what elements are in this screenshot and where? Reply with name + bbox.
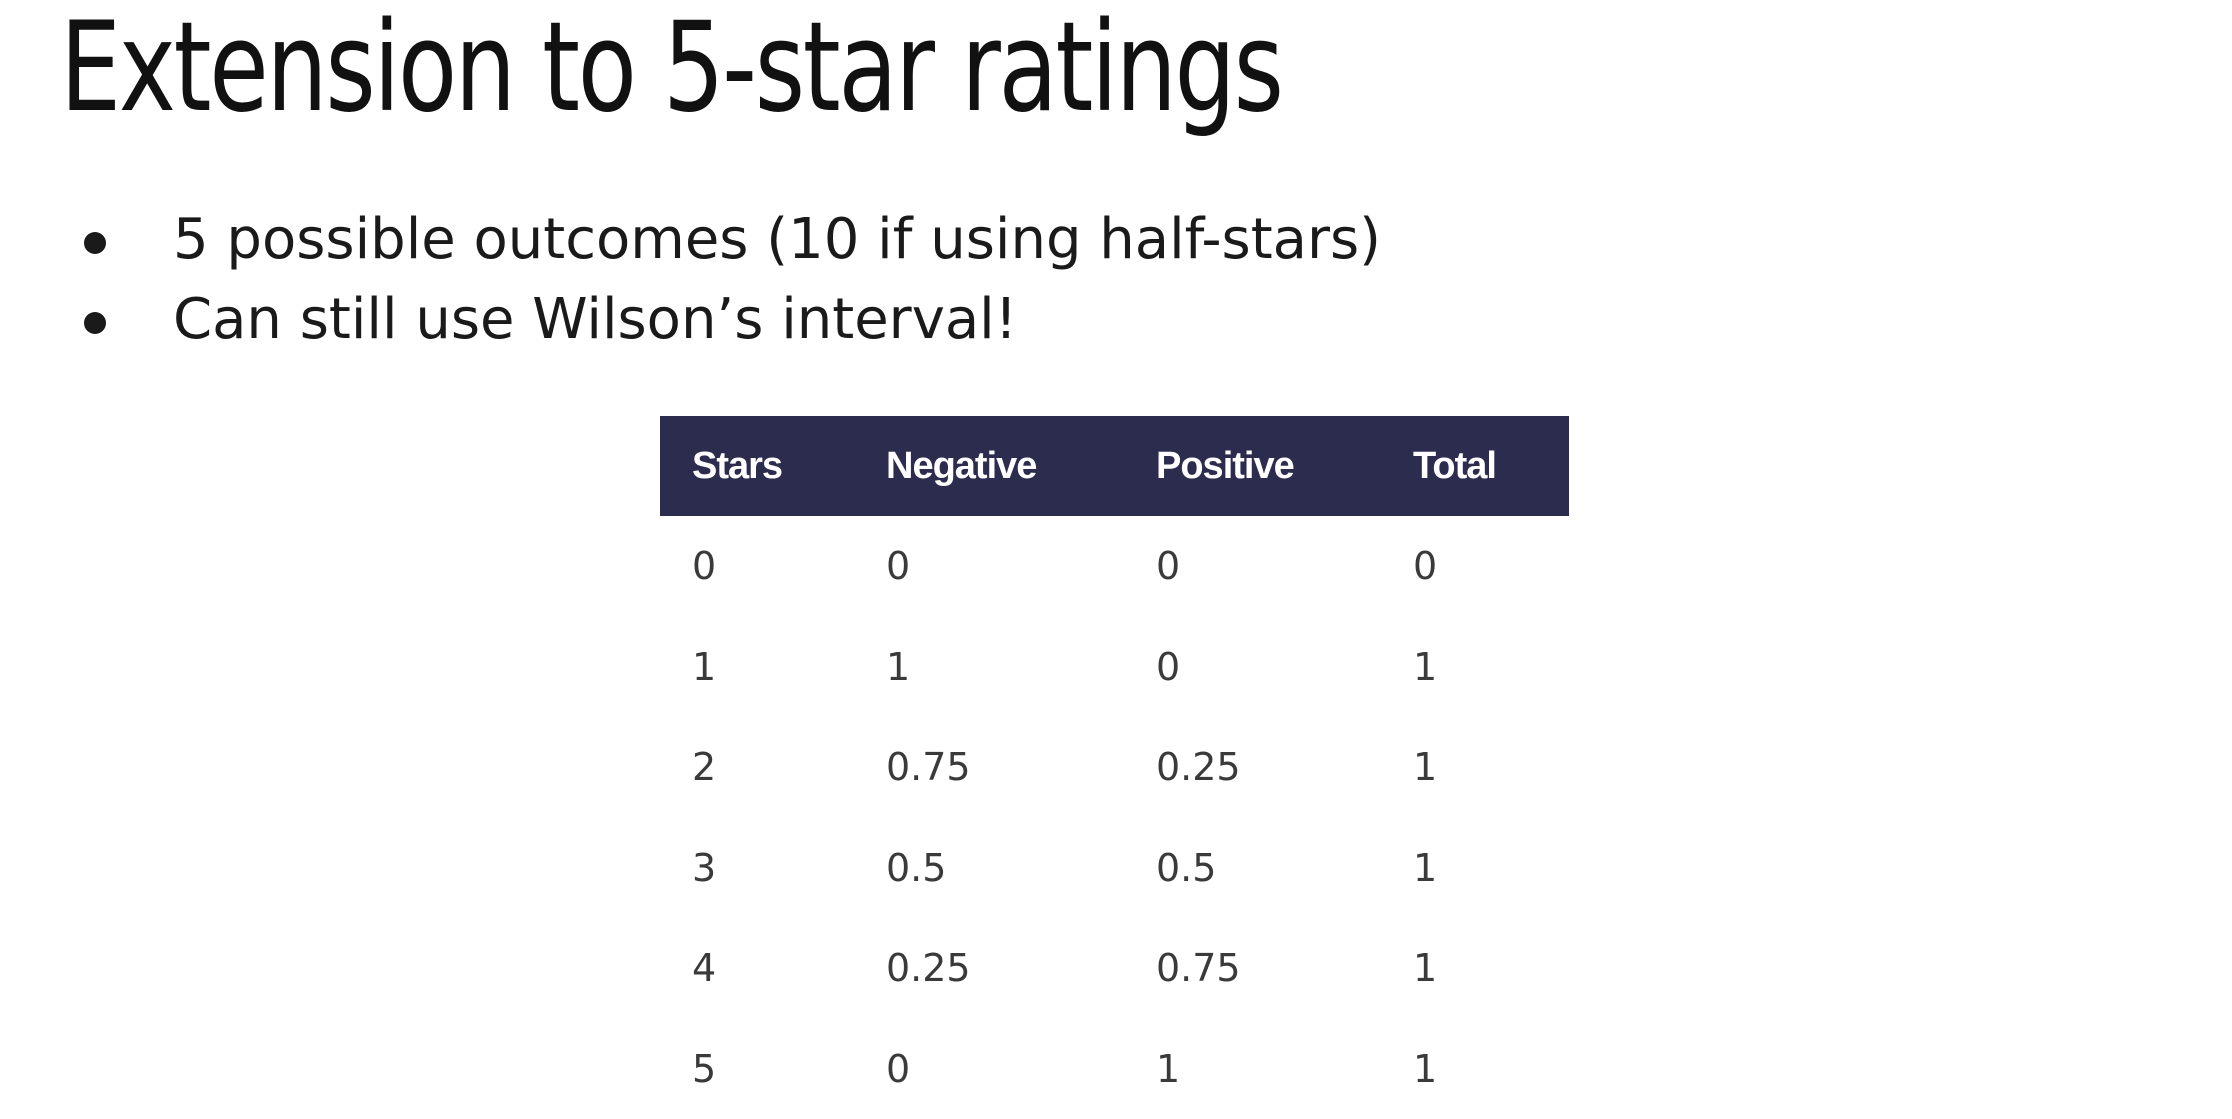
- bullet-dot-icon: [84, 312, 106, 334]
- column-header-stars: Stars: [660, 416, 854, 516]
- table-cell-positive: 0.75: [1124, 918, 1381, 1019]
- table-cell-negative: 1: [854, 617, 1124, 718]
- ratings-table-container: Stars Negative Positive Total 0 0 0 0 1 …: [660, 416, 1569, 1119]
- table-cell-negative: 0: [854, 1019, 1124, 1119]
- table-cell-total: 1: [1381, 717, 1569, 818]
- table-cell-negative: 0.25: [854, 918, 1124, 1019]
- ratings-table: Stars Negative Positive Total 0 0 0 0 1 …: [660, 416, 1569, 1119]
- table-cell-positive: 0.5: [1124, 818, 1381, 919]
- table-cell-total: 1: [1381, 818, 1569, 919]
- table-cell-positive: 0: [1124, 617, 1381, 718]
- column-header-negative: Negative: [854, 416, 1124, 516]
- table-row: 5 0 1 1: [660, 1019, 1569, 1119]
- table-cell-positive: 0.25: [1124, 717, 1381, 818]
- table-cell-negative: 0: [854, 516, 1124, 617]
- table-row: 3 0.5 0.5 1: [660, 818, 1569, 919]
- table-cell-stars: 0: [660, 516, 854, 617]
- table-cell-stars: 5: [660, 1019, 854, 1119]
- bullet-text: 5 possible outcomes (10 if using half-st…: [173, 200, 1381, 280]
- table-cell-total: 1: [1381, 1019, 1569, 1119]
- table-row: 0 0 0 0: [660, 516, 1569, 617]
- column-header-total: Total: [1381, 416, 1569, 516]
- table-cell-stars: 4: [660, 918, 854, 1019]
- table-row: 2 0.75 0.25 1: [660, 717, 1569, 818]
- table-cell-stars: 2: [660, 717, 854, 818]
- bullet-dot-icon: [84, 232, 106, 254]
- table-row: 1 1 0 1: [660, 617, 1569, 718]
- table-cell-negative: 0.75: [854, 717, 1124, 818]
- bullet-text: Can still use Wilson’s interval!: [173, 280, 1017, 360]
- table-cell-stars: 3: [660, 818, 854, 919]
- table-cell-stars: 1: [660, 617, 854, 718]
- table-cell-total: 1: [1381, 918, 1569, 1019]
- table-cell-positive: 0: [1124, 516, 1381, 617]
- table-cell-positive: 1: [1124, 1019, 1381, 1119]
- table-body: 0 0 0 0 1 1 0 1 2 0.75 0.25 1: [660, 516, 1569, 1119]
- table-header-row: Stars Negative Positive Total: [660, 416, 1569, 516]
- table-cell-total: 1: [1381, 617, 1569, 718]
- table-cell-total: 0: [1381, 516, 1569, 617]
- table-header: Stars Negative Positive Total: [660, 416, 1569, 516]
- slide-title: Extension to 5-star ratings: [60, 0, 1282, 136]
- table-row: 4 0.25 0.75 1: [660, 918, 1569, 1019]
- column-header-positive: Positive: [1124, 416, 1381, 516]
- table-cell-negative: 0.5: [854, 818, 1124, 919]
